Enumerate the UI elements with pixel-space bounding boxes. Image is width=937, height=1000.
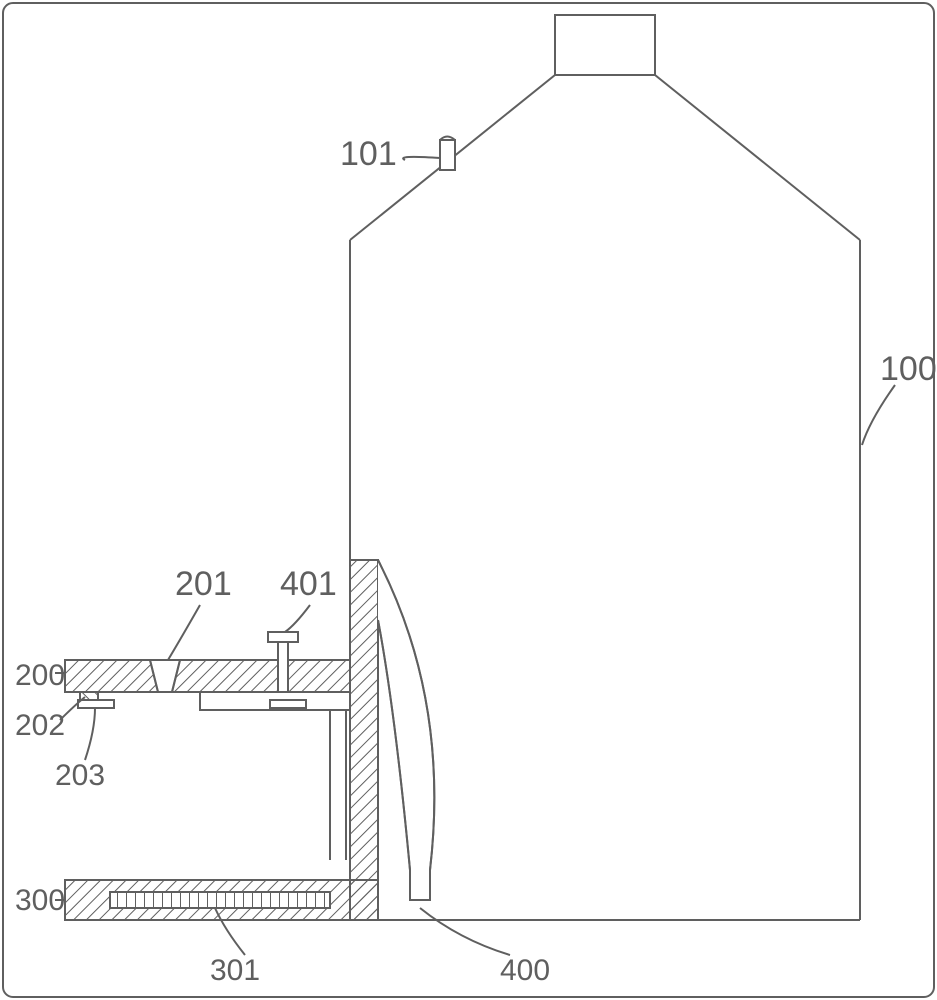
label-300: 300 bbox=[15, 884, 65, 917]
label-100: 100 bbox=[880, 350, 937, 388]
label-101: 101 bbox=[340, 135, 397, 173]
technical-diagram: 101 100 201 401 200 202 203 300 301 400 bbox=[0, 0, 937, 1000]
label-301: 301 bbox=[210, 954, 260, 987]
label-400: 400 bbox=[500, 954, 550, 987]
label-200: 200 bbox=[15, 659, 65, 692]
label-202: 202 bbox=[15, 709, 65, 742]
label-201: 201 bbox=[175, 565, 232, 603]
label-401: 401 bbox=[280, 565, 337, 603]
label-203: 203 bbox=[55, 759, 105, 792]
